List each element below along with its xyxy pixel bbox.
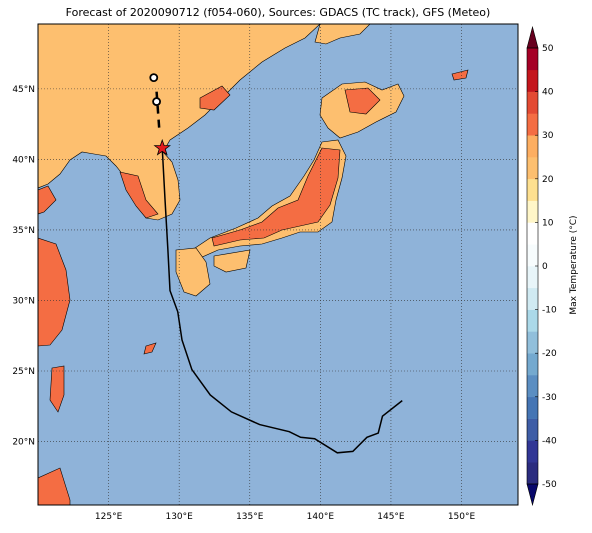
lon-label: 125°E — [95, 512, 123, 522]
map-frame — [37, 23, 519, 506]
colorbar-band — [527, 266, 538, 289]
colorbar-band — [527, 287, 538, 310]
forecast-position — [149, 73, 159, 83]
lat-label: 20°N — [12, 438, 35, 448]
colorbar-band — [527, 113, 538, 136]
colorbar-tick-label: -30 — [542, 393, 557, 403]
colorbar-band — [527, 178, 538, 201]
colorbar-band — [527, 91, 538, 114]
colorbar-band — [527, 48, 538, 71]
colorbar-tick-label: -20 — [542, 349, 557, 359]
current-position — [153, 138, 172, 156]
lat-label: 30°N — [12, 296, 35, 306]
colorbar-band — [527, 353, 538, 376]
colorbar-tick-label: 40 — [542, 88, 554, 98]
lat-label: 40°N — [12, 155, 35, 165]
lat-label: 35°N — [12, 226, 35, 236]
lat-label: 25°N — [12, 367, 35, 377]
colorbar-tick-label: 50 — [542, 44, 554, 54]
colorbar-band — [527, 309, 538, 332]
colorbar-tick-label: 10 — [542, 218, 554, 228]
colorbar-tick-label: -10 — [542, 306, 557, 316]
colorbar-under — [526, 483, 539, 507]
track-line — [161, 148, 403, 454]
colorbar-band — [527, 135, 538, 158]
colorbar-label: Max Temperature (°C) — [569, 215, 579, 314]
colorbar-band — [527, 462, 538, 485]
colorbar-band — [527, 396, 538, 419]
colorbar-band — [527, 69, 538, 92]
colorbar-over — [526, 25, 539, 49]
colorbar-tick-label: 0 — [542, 262, 548, 272]
colorbar-band — [527, 157, 538, 180]
colorbar-tick-label: -40 — [542, 436, 557, 446]
colorbar-band — [527, 222, 538, 245]
colorbar-band — [527, 200, 538, 223]
colorbar-band — [527, 244, 538, 267]
lon-label: 135°E — [236, 512, 264, 522]
forecast-position — [152, 97, 161, 106]
colorbar-tick-label: -50 — [542, 480, 557, 490]
colorbar-tick-label: 20 — [542, 175, 554, 185]
lat-label: 45°N — [12, 85, 35, 95]
lon-label: 130°E — [165, 512, 193, 522]
colorbar-tick-label: 30 — [542, 131, 554, 141]
lon-label: 145°E — [377, 512, 405, 522]
lon-label: 140°E — [307, 512, 335, 522]
title: Forecast of 2020090712 (f054-060), Sourc… — [66, 6, 491, 19]
colorbar-band — [527, 375, 538, 398]
lon-label: 150°E — [448, 512, 476, 522]
colorbar-band — [527, 331, 538, 354]
colorbar-band — [527, 440, 538, 463]
colorbar-band — [527, 418, 538, 441]
